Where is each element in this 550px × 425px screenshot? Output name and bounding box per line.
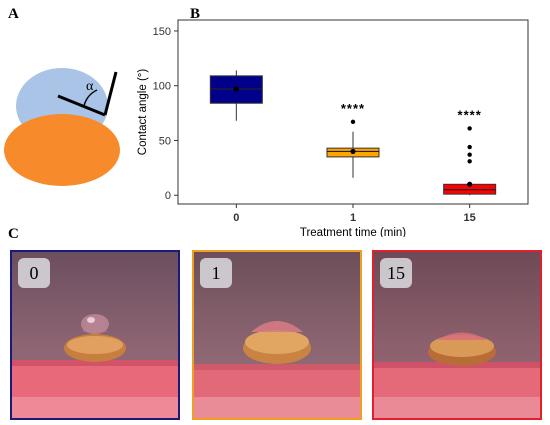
y-tick-label: 0 — [165, 190, 171, 202]
photo-0-min: 0 — [10, 250, 180, 420]
outlier-point — [467, 159, 472, 164]
panel-b-letter: B — [190, 6, 201, 22]
x-tick-label: 0 — [233, 212, 239, 224]
photo-1-min: 1 — [192, 250, 362, 420]
outlier-point — [467, 152, 472, 157]
significance-label: **** — [458, 107, 482, 122]
outlier-point — [467, 144, 472, 150]
outlier-point — [467, 126, 472, 131]
y-axis-title: Contact angle (°) — [137, 69, 149, 156]
angle-arc — [83, 89, 98, 107]
panel-a-letter: A — [8, 6, 19, 22]
mean-point — [350, 148, 356, 155]
y-tick-label: 150 — [153, 26, 171, 38]
baseline-line — [57, 94, 106, 117]
x-tick-label: 15 — [464, 212, 476, 224]
significance-label: **** — [341, 101, 365, 116]
contact-angle-boxplot: 0 50 100 150 0 1 **** 15 **** Treatment time (min… — [130, 12, 550, 237]
tangent-line — [103, 71, 118, 116]
x-tick-label: 1 — [350, 212, 356, 224]
panel-c-letter: C — [8, 226, 19, 242]
y-tick-label: 100 — [153, 81, 171, 93]
seed-shape — [4, 114, 120, 186]
mean-point — [467, 181, 473, 187]
outlier-point — [350, 119, 356, 125]
photo-label-1: 1 — [200, 258, 232, 288]
photo-15-min: 15 — [372, 250, 542, 420]
photo-label-15: 15 — [380, 258, 412, 288]
y-tick-label: 50 — [159, 135, 171, 147]
contact-angle-diagram: α — [0, 28, 130, 188]
angle-symbol: α — [86, 79, 94, 94]
x-axis-title: Treatment time (min) — [300, 227, 406, 237]
photo-label-0: 0 — [18, 258, 50, 288]
mean-point — [233, 86, 239, 92]
